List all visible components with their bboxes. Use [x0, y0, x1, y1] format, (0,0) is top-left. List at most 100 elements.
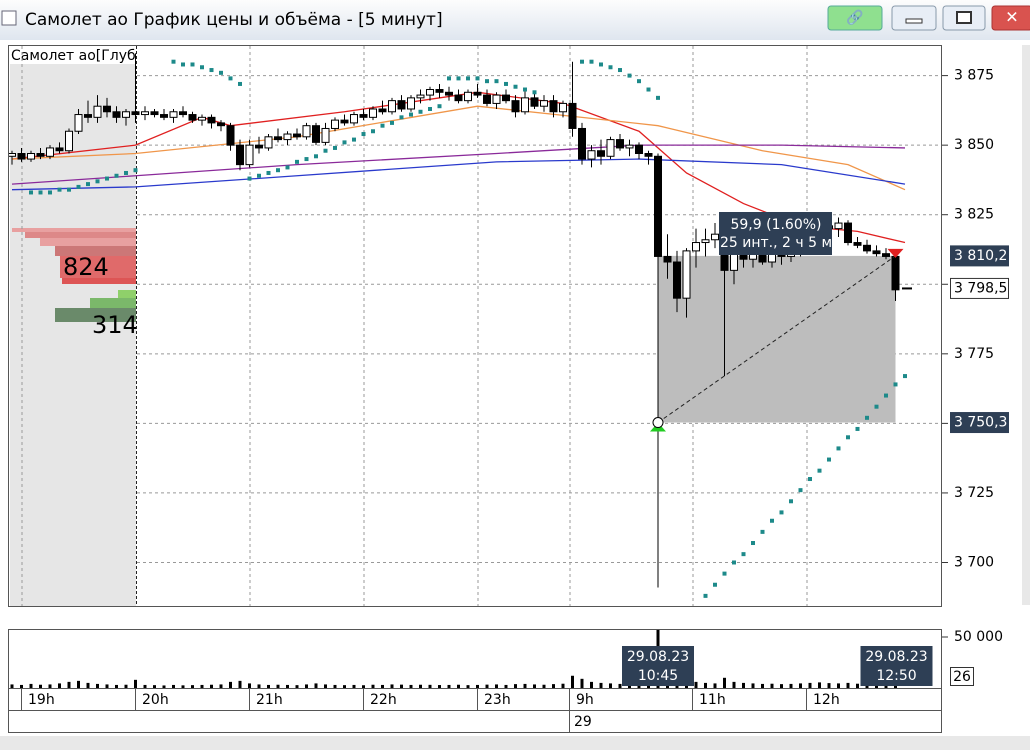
sar-dot	[257, 173, 261, 178]
y-tick-label: 3 775	[954, 346, 994, 362]
candle-body	[274, 136, 282, 141]
volume-bar	[29, 683, 33, 688]
sell-marker	[887, 248, 904, 258]
volume-bar	[770, 683, 774, 688]
candle-body	[540, 100, 548, 107]
depth-label: 314	[92, 311, 138, 339]
candle-body	[416, 94, 425, 99]
v-scrollbar[interactable]	[1022, 45, 1030, 605]
y-tick-label: 3 700	[954, 554, 994, 570]
candle-body	[654, 155, 662, 257]
volume-bar	[143, 684, 147, 688]
volume-bar	[343, 685, 346, 688]
candle-body	[454, 94, 463, 102]
candle-body	[321, 127, 330, 143]
time-label: 21h	[256, 692, 283, 708]
sar-dot	[124, 170, 128, 175]
volume-bar	[39, 684, 42, 688]
sar-dot	[903, 374, 907, 379]
volume-bar	[48, 684, 52, 688]
sar-dot	[618, 68, 622, 73]
sar-dot	[314, 154, 318, 159]
sar-dot	[627, 73, 632, 78]
sar-dot	[266, 170, 271, 175]
volume-bar	[409, 684, 413, 688]
cursor-label: 10:45	[638, 668, 678, 684]
volume-bar	[485, 684, 489, 688]
candle-body	[93, 105, 102, 118]
candle-body	[682, 250, 691, 299]
candle-body	[426, 89, 434, 96]
candle-body	[625, 144, 634, 149]
volume-bar	[162, 685, 166, 688]
volume-bar	[229, 681, 232, 688]
sar-dot	[285, 165, 290, 170]
candle-body	[397, 100, 406, 110]
sar-dot	[827, 457, 831, 462]
sar-dot	[817, 468, 822, 473]
time-label: 19h	[28, 692, 55, 708]
close-button[interactable]	[991, 5, 1030, 31]
sar-dot	[599, 62, 603, 67]
candle-body	[112, 111, 121, 118]
link-button[interactable]	[827, 5, 883, 31]
volume-bar	[115, 684, 118, 688]
sar-dot	[114, 173, 119, 178]
candle-body	[692, 242, 700, 252]
volume-bar	[257, 684, 261, 688]
sar-dot	[475, 76, 480, 81]
candle-body	[388, 100, 396, 113]
volume-bar	[295, 685, 299, 688]
close-icon: ✕	[1005, 8, 1018, 27]
cursor-label-box	[622, 646, 694, 686]
sar-dot	[494, 79, 499, 84]
sar-dot	[76, 184, 81, 189]
candle-body	[103, 105, 111, 113]
sar-dot	[637, 79, 641, 84]
cursor-label: 12:50	[876, 668, 916, 684]
sar-dot	[418, 109, 423, 114]
sar-dot	[808, 477, 812, 482]
candle-body	[65, 130, 73, 152]
candle-body	[530, 97, 539, 107]
volume-bar	[628, 684, 631, 688]
depth-bar	[62, 278, 136, 284]
candle-body	[302, 125, 311, 138]
volume-bar	[20, 684, 23, 688]
candle-body	[198, 116, 206, 121]
volume-bar	[172, 684, 175, 688]
candle-body	[673, 261, 681, 299]
sar-dot	[219, 70, 223, 75]
sar-dot	[95, 179, 100, 184]
minimize-button[interactable]	[891, 5, 937, 31]
volume-bar	[86, 682, 90, 688]
sar-dot	[580, 59, 584, 64]
sar-dot	[532, 90, 537, 95]
candle-body	[511, 100, 520, 113]
maximize-icon	[956, 11, 972, 24]
price-label-box	[950, 277, 1009, 299]
candle-body	[597, 150, 605, 157]
candle-body	[464, 91, 472, 102]
candle-body	[331, 119, 339, 129]
sar-dot	[485, 79, 489, 84]
date-label: 29	[574, 714, 592, 730]
sar-dot	[171, 59, 176, 64]
depth-bar	[55, 246, 136, 256]
time-label: 20h	[142, 692, 169, 708]
volume-bar	[96, 683, 99, 688]
sar-dot	[409, 112, 413, 117]
volume-bar	[276, 684, 280, 688]
sar-dot	[323, 148, 328, 153]
measure-start	[652, 417, 664, 429]
candle-body	[359, 114, 368, 118]
window-title: Самолет ао График цены и объёма - [5 мин…	[25, 10, 443, 30]
h-scrollbar[interactable]	[0, 736, 1030, 750]
time-label: 9h	[576, 692, 594, 708]
candle-body	[663, 255, 672, 263]
candle-body	[226, 125, 235, 146]
candle-body	[606, 139, 615, 157]
candle-body	[853, 242, 862, 246]
candle-body	[492, 94, 501, 104]
